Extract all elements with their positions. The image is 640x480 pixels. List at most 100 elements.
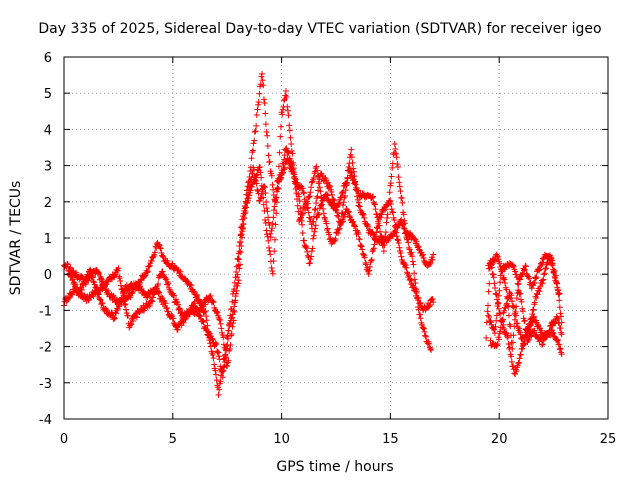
- data-point: [172, 323, 179, 330]
- data-point: [155, 281, 162, 288]
- data-point: [529, 307, 536, 314]
- data-point: [547, 323, 554, 330]
- data-point: [420, 324, 427, 331]
- data-point: [174, 298, 181, 305]
- data-point: [213, 348, 220, 355]
- data-point: [509, 339, 516, 346]
- data-point: [554, 287, 561, 294]
- data-point: [130, 317, 137, 324]
- data-point: [261, 184, 268, 191]
- data-point: [238, 243, 245, 250]
- data-point: [272, 221, 279, 228]
- data-point: [400, 224, 407, 231]
- data-point: [527, 316, 534, 323]
- data-point: [311, 228, 318, 235]
- data-point: [389, 160, 396, 167]
- data-point: [256, 90, 263, 97]
- data-point: [156, 289, 163, 296]
- data-point: [164, 257, 171, 264]
- data-point: [308, 184, 315, 191]
- data-point: [69, 291, 76, 298]
- data-point: [542, 266, 549, 273]
- data-point: [306, 193, 313, 200]
- data-point: [311, 206, 318, 213]
- data-point: [485, 302, 492, 309]
- data-point: [226, 346, 233, 353]
- data-point: [248, 176, 255, 183]
- data-point: [330, 196, 337, 203]
- data-point: [488, 321, 495, 328]
- data-point: [199, 300, 206, 307]
- data-point: [234, 271, 241, 278]
- data-point: [146, 262, 153, 269]
- data-point: [304, 205, 311, 212]
- data-point: [401, 226, 408, 233]
- data-point: [502, 279, 509, 286]
- data-point: [268, 264, 275, 271]
- data-point: [236, 248, 243, 255]
- data-point: [128, 290, 135, 297]
- data-point: [360, 251, 367, 258]
- data-point: [126, 322, 133, 329]
- data-point: [375, 218, 382, 225]
- data-point: [389, 164, 396, 171]
- data-point: [541, 270, 548, 277]
- data-point: [116, 303, 123, 310]
- data-point: [284, 107, 291, 114]
- data-point: [318, 201, 325, 208]
- data-point: [525, 327, 532, 334]
- data-point: [313, 200, 320, 207]
- data-point: [384, 211, 391, 218]
- y-tick-label: -3: [39, 377, 52, 392]
- data-point: [157, 244, 164, 251]
- data-point: [368, 257, 375, 264]
- data-point: [416, 311, 423, 318]
- data-point: [347, 172, 354, 179]
- data-point: [497, 311, 504, 318]
- data-point: [294, 179, 301, 186]
- data-point: [285, 158, 292, 165]
- data-point: [395, 240, 402, 247]
- data-point: [356, 199, 363, 206]
- data-point: [272, 198, 279, 205]
- data-point: [303, 200, 310, 207]
- data-point: [259, 188, 266, 195]
- data-point: [144, 268, 151, 275]
- data-point: [251, 137, 258, 144]
- data-point: [137, 286, 144, 293]
- data-point: [349, 173, 356, 180]
- data-point: [259, 70, 266, 77]
- data-point: [554, 337, 561, 344]
- data-point: [496, 287, 503, 294]
- data-point: [229, 298, 236, 305]
- data-point: [373, 229, 380, 236]
- data-point: [159, 268, 166, 275]
- data-point: [348, 169, 355, 176]
- data-point: [90, 278, 97, 285]
- data-point: [535, 321, 542, 328]
- data-point: [549, 260, 556, 267]
- data-point: [146, 302, 153, 309]
- data-point: [557, 310, 564, 317]
- data-point: [209, 352, 216, 359]
- data-point: [488, 261, 495, 268]
- data-point: [121, 301, 128, 308]
- data-point: [398, 195, 405, 202]
- data-point: [175, 306, 182, 313]
- data-point: [338, 218, 345, 225]
- data-point: [556, 290, 563, 297]
- data-point: [155, 289, 162, 296]
- data-point: [96, 270, 103, 277]
- data-point: [222, 351, 229, 358]
- data-point: [376, 222, 383, 229]
- data-point: [261, 183, 268, 190]
- data-point: [254, 186, 261, 193]
- data-point: [503, 286, 510, 293]
- data-point: [504, 293, 511, 300]
- data-point: [305, 194, 312, 201]
- data-point: [497, 324, 504, 331]
- data-point: [494, 252, 501, 259]
- data-point: [270, 207, 277, 214]
- data-point: [541, 271, 548, 278]
- data-point: [201, 309, 208, 316]
